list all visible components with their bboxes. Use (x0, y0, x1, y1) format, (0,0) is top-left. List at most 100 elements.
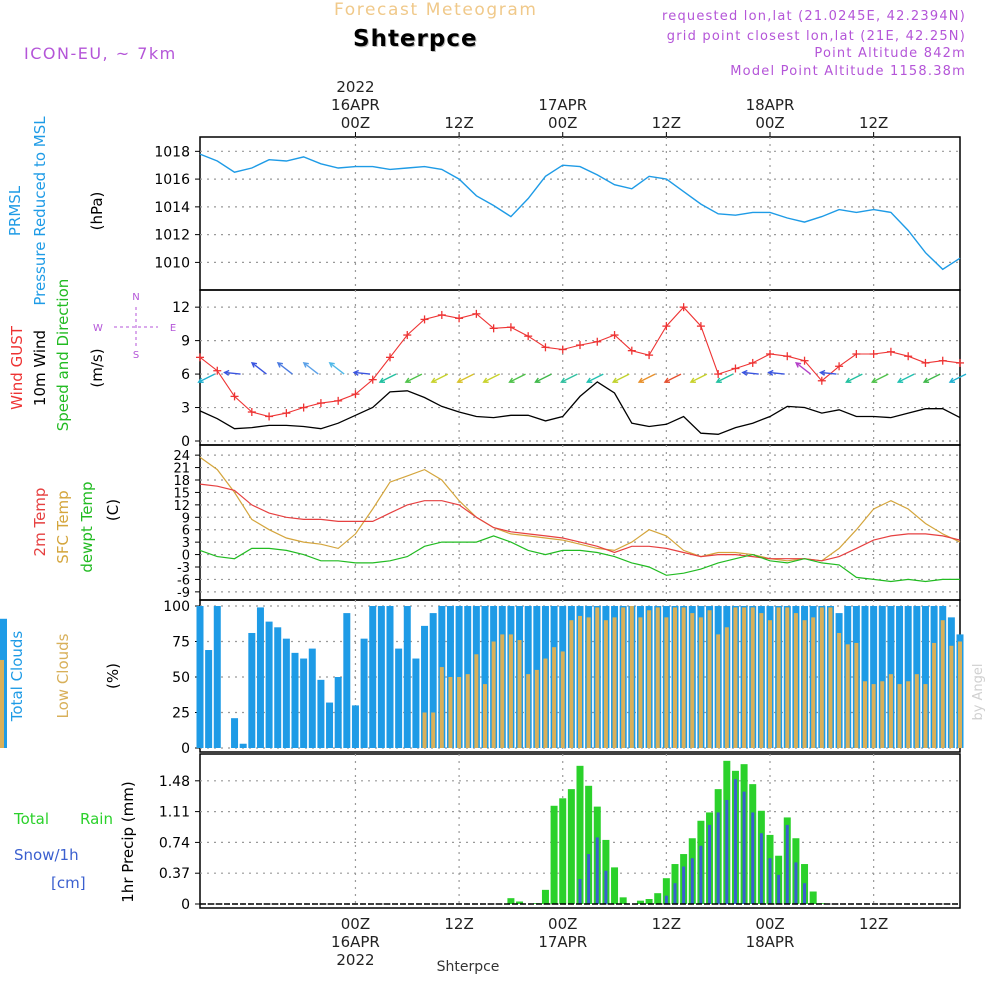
compass-west: W (93, 323, 103, 334)
precip-ytick-label: 0.74 (159, 835, 190, 851)
low-cloud-bar (923, 684, 928, 748)
wind-speed-line (199, 381, 961, 435)
low-cloud-bar (664, 617, 669, 748)
snow-bar (777, 874, 781, 904)
wind-arrow (871, 373, 889, 383)
low-cloud-bar (888, 674, 893, 748)
rain-bar (559, 798, 567, 904)
wind-arrow-head (870, 377, 878, 383)
rain-bar (576, 765, 584, 904)
low-cloud-bar (500, 634, 505, 748)
low-cloud-bar (940, 620, 945, 748)
rain-bar (809, 891, 817, 904)
low-cloud-bar (586, 617, 591, 748)
wind-arrow-head (328, 361, 335, 368)
total-cloud-bar (282, 638, 290, 748)
closest-grid-point: grid point closest lon,lat (21E, 42.25N) (666, 29, 966, 44)
low-cloud-bar (474, 654, 479, 748)
low-cloud-bar (517, 640, 522, 748)
dewpt-line (199, 535, 960, 583)
low-cloud-bar (595, 607, 600, 748)
sfc-temp-line (199, 456, 961, 562)
rain-bar (636, 900, 644, 904)
snow-bar (690, 858, 694, 904)
wind-arrow (457, 373, 475, 383)
total-cloud-bar (213, 606, 221, 748)
total-cloud-bar (205, 650, 213, 748)
temperature-ytick-label: 6 (182, 524, 190, 539)
low-cloud-bar (534, 669, 539, 748)
snow-bar (664, 895, 668, 904)
low-cloud-bar (958, 641, 962, 748)
clouds-ytick-label: 50 (172, 670, 190, 686)
wind-arrow (949, 373, 967, 383)
wind-arrow (716, 373, 734, 383)
top-time-label: 00Z (755, 114, 784, 132)
rain-bar (550, 805, 558, 904)
snow-bar (716, 812, 720, 904)
total-cloud-bar (196, 606, 204, 748)
wind-arrow-head (456, 377, 463, 383)
pressure-ytick-label: 1010 (154, 255, 190, 271)
wind-arrow-head (794, 361, 802, 368)
rain-bar (541, 889, 549, 904)
total-cloud-bar (403, 606, 411, 748)
low-cloud-bar (949, 645, 954, 748)
snow-bar (578, 879, 582, 904)
top-time-label: 18APR (746, 96, 795, 114)
low-cloud-bar (457, 677, 462, 748)
total-clouds-label: Total Clouds (8, 631, 26, 723)
wind-arrow-head (560, 377, 567, 383)
snow-bar (587, 854, 591, 904)
snow-bar (673, 883, 677, 904)
rain-bar (619, 897, 627, 904)
low-cloud-bar (439, 667, 444, 748)
top-time-label: 12Z (444, 114, 473, 132)
low-cloud-bar (612, 617, 617, 748)
wind-arrow-head (197, 377, 204, 383)
low-cloud-bar (932, 642, 937, 748)
wind-arrow (535, 373, 552, 383)
low-cloud-bar (629, 606, 634, 748)
snow-label: Snow/1h (14, 846, 79, 864)
snow-bar (699, 845, 703, 904)
compass-south: S (133, 350, 139, 361)
rain-label: Rain (80, 810, 113, 828)
rain-bar (507, 898, 515, 904)
bottom-time-label: 12Z (859, 915, 888, 933)
low-cloud-bar (560, 651, 565, 748)
wind-arrow (820, 371, 837, 375)
low-cloud-bar (603, 620, 608, 748)
total-cloud-bar (870, 606, 878, 748)
low-cloud-bar (483, 684, 487, 748)
wind-arrow-head (922, 377, 930, 383)
bottom-time-label: 00Z (341, 915, 370, 933)
snow-bar (682, 866, 686, 904)
snow-bar (725, 799, 729, 904)
wind-ytick-label: 12 (172, 300, 190, 316)
wind-gust-label: Wind GUST (8, 325, 26, 410)
low-cloud-bar (681, 607, 686, 748)
low-cloud-bar (802, 620, 807, 748)
compass-north: N (132, 292, 139, 303)
dewpt-temp-label: dewpt Temp (78, 481, 96, 572)
footer-station: Shterpce (437, 959, 500, 975)
temperature-frame (199, 444, 961, 601)
total-cloud-bar (248, 632, 256, 748)
low-cloud-bar (733, 607, 738, 748)
wind-arrow-head (404, 377, 411, 383)
total-cloud-bar (317, 679, 325, 748)
total-cloud-bar (395, 648, 403, 748)
rain-bar (516, 901, 524, 904)
wind-arrow-head (378, 377, 386, 383)
snow-unit-label: [cm] (51, 874, 86, 892)
bottom-time-label: 17APR (538, 933, 587, 951)
wind-arrow (431, 373, 449, 383)
snow-bar (803, 883, 807, 904)
requested-location: requested lon,lat (21.0245E, 42.2394N) (661, 9, 966, 24)
clouds-unit-label: (%) (104, 663, 122, 689)
wind-arrow-head (845, 377, 852, 383)
wind-arrow-head (534, 377, 541, 383)
